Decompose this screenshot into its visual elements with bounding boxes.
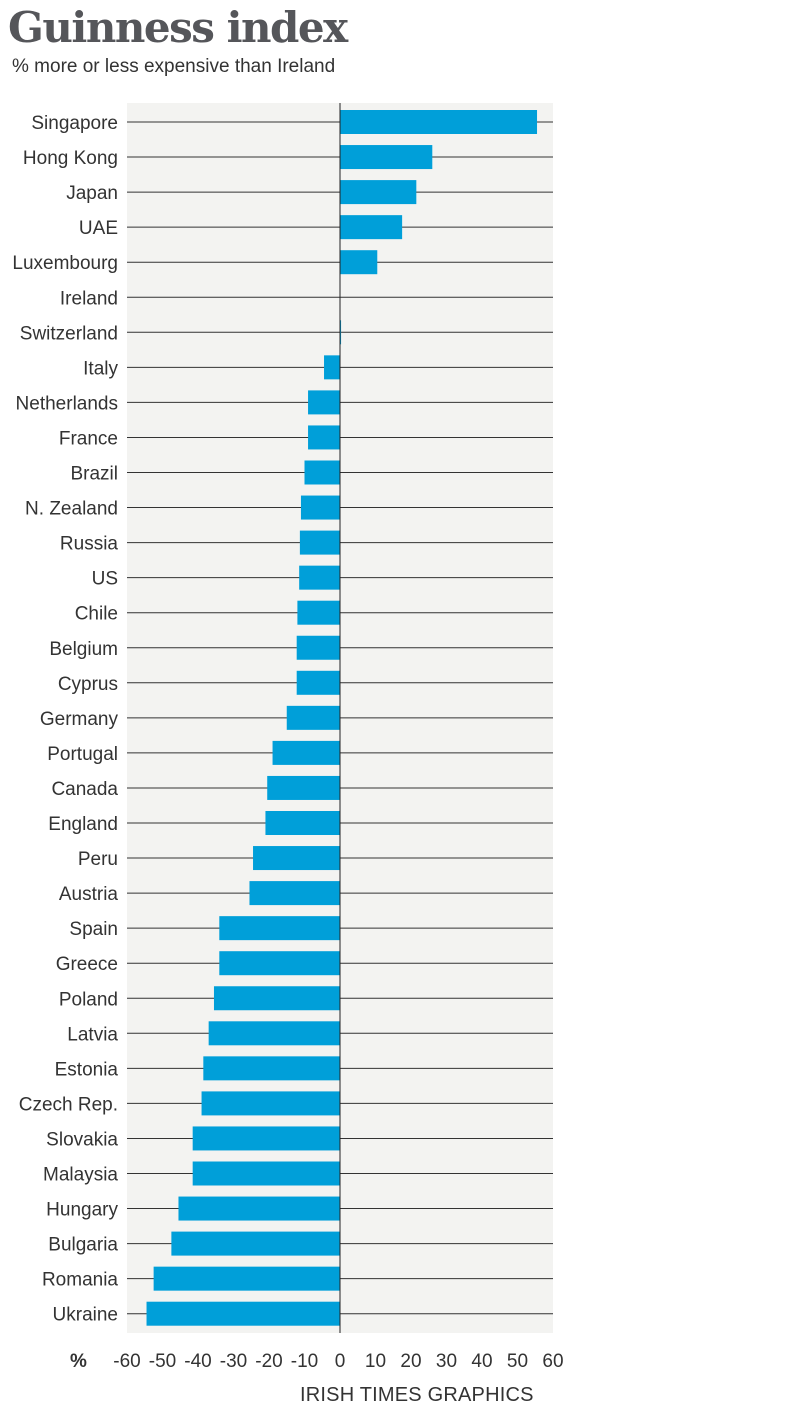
bar-slovakia	[192, 1126, 340, 1151]
category-label-england: England	[48, 814, 118, 835]
bar-netherlands	[308, 390, 340, 415]
chart-subtitle: % more or less expensive than Ireland	[12, 56, 336, 77]
bar-hungary	[178, 1196, 340, 1221]
chart-title: Guinness index	[8, 3, 348, 52]
bar-bulgaria	[171, 1231, 340, 1256]
category-label-estonia: Estonia	[55, 1059, 119, 1080]
x-tick-label-30: 30	[436, 1351, 457, 1372]
category-label-singapore: Singapore	[31, 113, 118, 134]
category-label-us: US	[92, 569, 118, 590]
category-label-ukraine: Ukraine	[53, 1305, 118, 1326]
bar-brazil	[304, 460, 340, 485]
category-label-chile: Chile	[75, 604, 118, 625]
x-axis-ticks: -60 -50 -40 -30 -20 -10 0 10 20 30 40 50 60	[113, 1351, 563, 1372]
category-label-malaysia: Malaysia	[43, 1165, 118, 1186]
category-label-n-zealand: N. Zealand	[25, 499, 118, 520]
category-label-hong-kong: Hong Kong	[23, 148, 118, 169]
bar-us	[299, 565, 340, 590]
category-label-hungary: Hungary	[46, 1200, 118, 1221]
x-tick-label-50: 50	[507, 1351, 528, 1372]
bar-latvia	[208, 1021, 340, 1046]
bar-switzerland	[340, 320, 342, 345]
bar-malaysia	[192, 1161, 340, 1186]
x-tick-label-60: 60	[542, 1351, 563, 1372]
category-label-canada: Canada	[51, 779, 118, 800]
bar-peru	[253, 846, 340, 871]
category-label-greece: Greece	[56, 954, 118, 975]
bar-czech-rep	[201, 1091, 340, 1116]
category-label-russia: Russia	[60, 534, 119, 555]
category-label-poland: Poland	[59, 989, 118, 1010]
x-tick-label-minus-10: -10	[291, 1351, 318, 1372]
category-label-czech-rep: Czech Rep.	[19, 1094, 118, 1115]
bar-singapore	[340, 110, 538, 134]
category-label-cyprus: Cyprus	[58, 674, 118, 695]
bar-cyprus	[296, 670, 340, 695]
bar-france	[308, 425, 340, 450]
category-label-bulgaria: Bulgaria	[48, 1235, 118, 1256]
category-label-germany: Germany	[40, 709, 119, 730]
bar-canada	[267, 775, 340, 800]
bar-n-zealand	[300, 495, 340, 520]
category-labels: Singapore Hong Kong Japan UAE Luxembourg Irel…	[12, 113, 118, 1326]
category-label-uae: UAE	[79, 218, 118, 239]
bar-ukraine	[146, 1301, 340, 1326]
category-label-portugal: Portugal	[47, 744, 118, 765]
bar-russia	[299, 530, 340, 555]
bar-hong-kong	[340, 145, 433, 170]
bar-austria	[249, 881, 340, 906]
category-label-latvia: Latvia	[67, 1024, 118, 1045]
category-label-japan: Japan	[66, 183, 118, 204]
x-tick-label-minus-50: -50	[149, 1351, 176, 1372]
category-label-brazil: Brazil	[70, 464, 118, 485]
x-tick-label-40: 40	[471, 1351, 492, 1372]
category-label-slovakia: Slovakia	[46, 1129, 118, 1150]
category-label-switzerland: Switzerland	[20, 323, 118, 344]
graphics-credit: IRISH TIMES GRAPHICS	[300, 1384, 534, 1406]
bar-uae	[340, 215, 403, 240]
category-label-netherlands: Netherlands	[16, 393, 118, 414]
category-label-ireland: Ireland	[60, 288, 118, 309]
bar-italy	[324, 355, 340, 380]
bar-series	[146, 110, 538, 1326]
category-label-austria: Austria	[59, 884, 119, 905]
category-label-france: France	[59, 428, 118, 449]
category-label-spain: Spain	[69, 919, 118, 940]
category-label-belgium: Belgium	[49, 639, 118, 660]
x-tick-label-10: 10	[365, 1351, 386, 1372]
bar-england	[265, 811, 340, 835]
bar-germany	[286, 705, 340, 730]
category-label-italy: Italy	[83, 358, 118, 379]
x-tick-label-minus-60: -60	[113, 1351, 140, 1372]
bar-romania	[153, 1266, 340, 1291]
bar-portugal	[272, 740, 340, 765]
category-label-luxembourg: Luxembourg	[12, 253, 118, 274]
x-tick-label-minus-30: -30	[220, 1351, 247, 1372]
bar-japan	[340, 180, 417, 205]
x-tick-label-20: 20	[400, 1351, 421, 1372]
x-tick-label-minus-40: -40	[184, 1351, 211, 1372]
category-label-romania: Romania	[42, 1270, 118, 1291]
bar-belgium	[296, 635, 340, 660]
bar-luxembourg	[340, 250, 378, 275]
bar-chile	[297, 600, 340, 625]
x-tick-label-0: 0	[335, 1351, 346, 1372]
bar-greece	[219, 951, 340, 976]
category-label-peru: Peru	[78, 849, 118, 870]
bar-poland	[213, 986, 340, 1011]
x-tick-label-minus-20: -20	[255, 1351, 282, 1372]
bar-estonia	[203, 1056, 340, 1081]
x-axis-unit-label: %	[70, 1351, 87, 1372]
bar-spain	[219, 916, 340, 941]
